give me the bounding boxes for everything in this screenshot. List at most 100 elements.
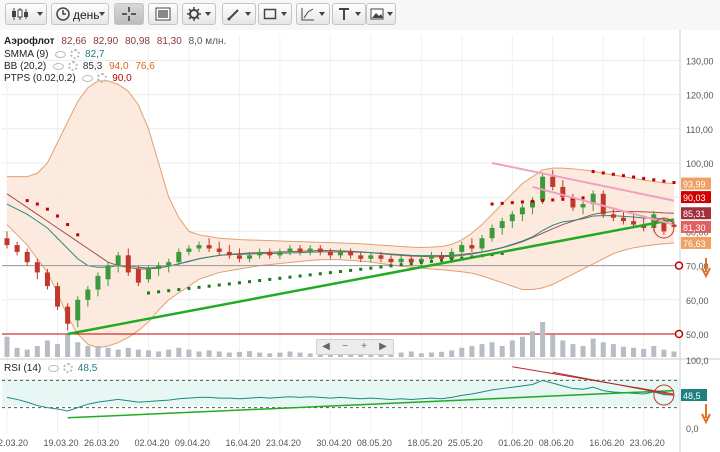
eye-icon[interactable]: [53, 62, 65, 70]
ptps-dots: [25, 170, 676, 295]
rsi-value: 48,5: [77, 363, 98, 374]
chevron-down-icon: [245, 12, 251, 16]
chart-navigator[interactable]: ◀ − + ▶: [316, 339, 394, 355]
price-badge: [681, 191, 711, 204]
screenshot-button[interactable]: [148, 3, 178, 25]
volume-bar: [125, 347, 131, 357]
ptps-dot: [672, 180, 676, 184]
volume-bar: [75, 342, 81, 357]
candle-body: [378, 255, 384, 259]
save-image-button[interactable]: [366, 3, 396, 25]
zoom-out-icon[interactable]: −: [342, 341, 348, 352]
volume-bar: [428, 352, 434, 357]
gear-icon[interactable]: [97, 73, 108, 84]
chart-type-button[interactable]: [5, 3, 47, 25]
volume-bar: [307, 353, 313, 357]
ptps-dot: [500, 251, 504, 255]
ptps-dot: [379, 265, 383, 269]
price-badge-label: 81,30: [683, 223, 706, 233]
time-tick-label: 01.06.20: [498, 438, 533, 448]
price-tick-label: 110,00: [686, 125, 713, 135]
volume-bar: [14, 347, 20, 357]
volume-bar: [287, 351, 293, 357]
volume-bar: [368, 353, 374, 357]
candle-body: [358, 255, 364, 259]
interval-select[interactable]: день: [51, 3, 109, 25]
candle-body: [24, 251, 30, 263]
volume-bar: [105, 347, 111, 357]
rsi-badge: [681, 389, 707, 402]
shapes-button[interactable]: [258, 3, 292, 25]
ptps-dot: [601, 171, 605, 175]
candle-body: [226, 251, 232, 256]
volume-bar: [186, 349, 192, 357]
time-tick-label: 18.05.20: [407, 438, 442, 448]
volume-bar: [590, 338, 596, 357]
volume-bar: [44, 340, 50, 357]
ptps-dot: [207, 284, 211, 288]
settings-button[interactable]: [182, 3, 216, 25]
volume-bar: [620, 346, 626, 357]
rsi-trend-line: [67, 389, 675, 419]
draw-line-button[interactable]: [222, 3, 256, 25]
ptps-dot: [389, 264, 393, 268]
trend-tools-icon: [301, 8, 314, 21]
volume-bar: [479, 344, 485, 357]
price-chart[interactable]: 50,0060,0070,0080,0090,00100,00110,00120…: [0, 30, 720, 452]
ptps-dot: [642, 176, 646, 180]
toolbar: день: [0, 0, 720, 31]
gear-icon[interactable]: [70, 49, 81, 60]
eye-icon[interactable]: [48, 364, 60, 372]
candlestick-icon: [12, 8, 28, 20]
ptps-dot: [66, 223, 70, 227]
chevron-down-icon: [319, 12, 325, 16]
volume-bar: [600, 342, 606, 357]
candle-body: [590, 193, 596, 205]
ptps-value: 90,0: [112, 73, 132, 84]
gear-icon: [187, 7, 201, 21]
candle-body: [428, 255, 434, 259]
ptps-dot: [409, 262, 413, 266]
volume-bar: [24, 349, 30, 357]
volume-bar: [156, 351, 162, 357]
scroll-right-icon[interactable]: ▶: [379, 341, 387, 352]
candle-body: [388, 258, 394, 263]
ptps-dot: [157, 290, 161, 294]
time-tick-label: 19.03.20: [44, 438, 79, 448]
gear-icon[interactable]: [63, 363, 74, 374]
ticker-name: Аэрофлот: [4, 36, 55, 47]
fibonacci-button[interactable]: [296, 3, 330, 25]
chevron-down-icon: [281, 12, 287, 16]
ptps-dot: [450, 257, 454, 261]
volume-bar: [509, 340, 515, 357]
eye-icon[interactable]: [55, 50, 67, 58]
text-tool-button[interactable]: [332, 3, 366, 25]
gear-icon[interactable]: [68, 61, 79, 72]
volume-bar: [610, 344, 616, 357]
volume-bar: [267, 353, 273, 357]
volume-bar: [277, 352, 283, 357]
candle-body: [196, 245, 202, 249]
ptps-dot: [288, 275, 292, 279]
volume-bar: [176, 347, 182, 357]
ptps-dot: [611, 172, 615, 176]
volume-bar: [661, 349, 667, 357]
volume-bar: [489, 342, 495, 357]
candle-body: [418, 258, 424, 263]
ptps-dot: [56, 214, 60, 218]
price-badge-label: 90,03: [683, 193, 706, 203]
crosshair-button[interactable]: [114, 3, 144, 25]
volume-bar: [247, 351, 253, 357]
ptps-dot: [551, 198, 555, 202]
eye-icon[interactable]: [82, 74, 94, 82]
scroll-left-icon[interactable]: ◀: [322, 341, 330, 352]
candle-body: [135, 269, 141, 283]
smma-label: SMMA (9): [4, 49, 49, 60]
time-tick-label: 02.04.20: [134, 438, 169, 448]
ptps-dot: [25, 199, 29, 203]
zoom-in-icon[interactable]: +: [361, 341, 367, 352]
ptps-dot: [490, 202, 494, 206]
high-value: 82,90: [93, 36, 119, 47]
rsi-tick-label: 0,0: [686, 424, 699, 434]
bb-upper-value: 94,0: [109, 61, 129, 72]
